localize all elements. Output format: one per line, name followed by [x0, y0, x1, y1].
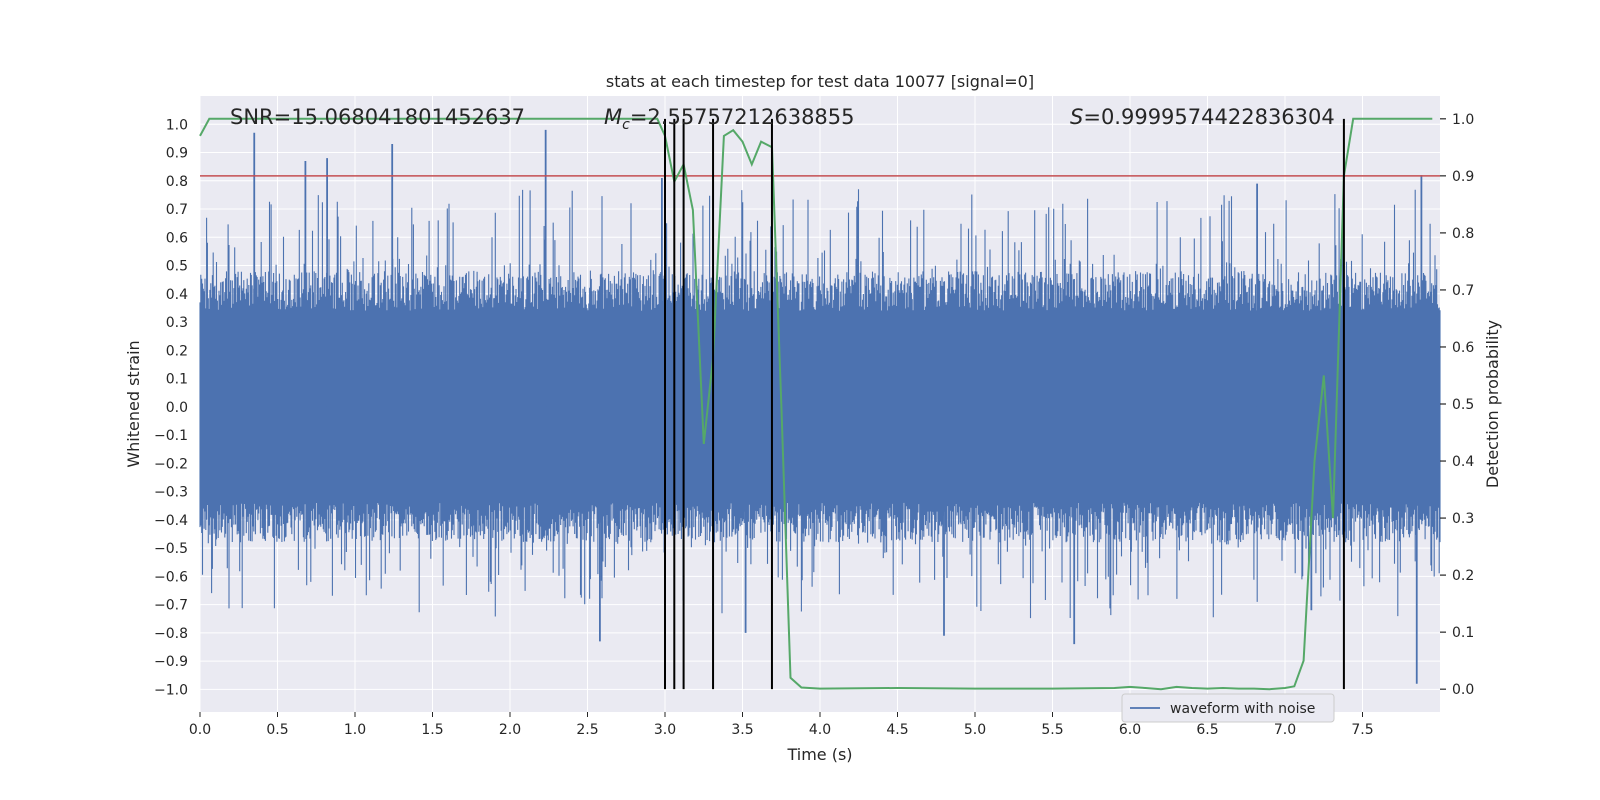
x-tick-label: 1.5: [421, 722, 443, 738]
y-right-tick-label: 0.0: [1452, 682, 1474, 698]
y-left-tick-label: 0.5: [166, 259, 188, 275]
x-tick-label: 5.5: [1041, 722, 1063, 738]
x-tick-label: 3.5: [731, 722, 753, 738]
y-left-tick-label: −0.2: [154, 456, 188, 472]
x-tick-label: 0.5: [266, 722, 288, 738]
y-left-tick-label: −0.5: [154, 541, 188, 557]
y-right-tick-label: 0.6: [1452, 340, 1474, 356]
legend: waveform with noise: [1121, 693, 1335, 723]
x-tick-label: 6.5: [1196, 722, 1218, 738]
y-left-tick-label: −1.0: [154, 682, 188, 698]
s-annotation: S=0.9999574422836304: [1070, 105, 1335, 129]
y-left-tick-label: 0.4: [166, 287, 188, 303]
legend-label: waveform with noise: [1170, 701, 1315, 717]
x-tick-label: 7.5: [1351, 722, 1373, 738]
y-right-tick-label: 0.8: [1452, 226, 1474, 242]
y-left-tick-label: −0.3: [154, 485, 188, 501]
waveform-with-noise-line: [199, 189, 1441, 619]
y-left-tick-label: 0.9: [166, 146, 188, 162]
s-value: =0.9999574422836304: [1083, 105, 1334, 129]
probability-series: [199, 117, 1433, 691]
s-symbol: S: [1070, 105, 1083, 129]
x-tick-label: 4.5: [886, 722, 908, 738]
x-tick-label: 3.0: [654, 722, 676, 738]
y-left-tick-label: 0.6: [166, 230, 188, 246]
snr-annotation: SNR=15.068041801452637: [230, 105, 525, 129]
x-tick-label: 2.5: [576, 722, 598, 738]
y-right-tick-label: 0.7: [1452, 283, 1474, 299]
y-right-tick-label: 0.1: [1452, 625, 1474, 641]
mc-subscript: c: [622, 117, 630, 133]
y-axis-label-right: Detection probability: [1483, 320, 1502, 488]
axes: 0.0 0.5 1.0 1.5 2.0 2.5 3.0 3.5 4.0 4.5 5.0 5.5 6.0 6…: [154, 112, 1474, 738]
marker-lines: [664, 118, 1345, 690]
y-axis-label-left: Whitened strain: [124, 340, 143, 467]
y-left-tick-label: 0.7: [166, 202, 188, 218]
chart-title: stats at each timestep for test data 100…: [606, 72, 1034, 91]
x-tick-label: 0.0: [189, 722, 211, 738]
y-left-tick-label: −0.8: [154, 626, 188, 642]
y-left-tick-label: 0.0: [166, 400, 188, 416]
y-left-tick-label: −0.1: [154, 428, 188, 444]
mc-annotation: Mc=2.55757212638855: [604, 105, 855, 133]
x-tick-label: 4.0: [809, 722, 831, 738]
y-right-tick-label: 0.2: [1452, 568, 1474, 584]
y-right-tick-label: 0.5: [1452, 397, 1474, 413]
mc-symbol: M: [604, 105, 622, 129]
y-right-tick-label: 0.3: [1452, 511, 1474, 527]
y-left-tick-label: −0.6: [154, 569, 188, 585]
y-left-tick-label: −0.4: [154, 513, 188, 529]
y-right-tick-label: 0.4: [1452, 454, 1474, 470]
y-left-tick-label: −0.9: [154, 654, 188, 670]
waveform-series: [199, 129, 1441, 684]
x-tick-label: 7.0: [1274, 722, 1296, 738]
detection-probability-line: [199, 117, 1433, 691]
y-right-tick-label: 0.9: [1452, 169, 1474, 185]
y-left-tick-label: −0.7: [154, 598, 188, 614]
mc-value: =2.55757212638855: [630, 105, 855, 129]
x-axis-label: Time (s): [786, 745, 852, 764]
legend-box: [1121, 693, 1335, 723]
x-tick-label: 2.0: [499, 722, 521, 738]
y-left-tick-label: 0.2: [166, 343, 188, 359]
x-tick-label: 6.0: [1119, 722, 1141, 738]
x-tick-label: 1.0: [344, 722, 366, 738]
x-tick-label: 5.0: [964, 722, 986, 738]
y-left-tick-label: 0.8: [166, 174, 188, 190]
y-left-tick-label: 1.0: [166, 117, 188, 133]
y-left-tick-label: 0.3: [166, 315, 188, 331]
y-left-tick-label: 0.1: [166, 372, 188, 388]
y-right-tick-label: 1.0: [1452, 112, 1474, 128]
